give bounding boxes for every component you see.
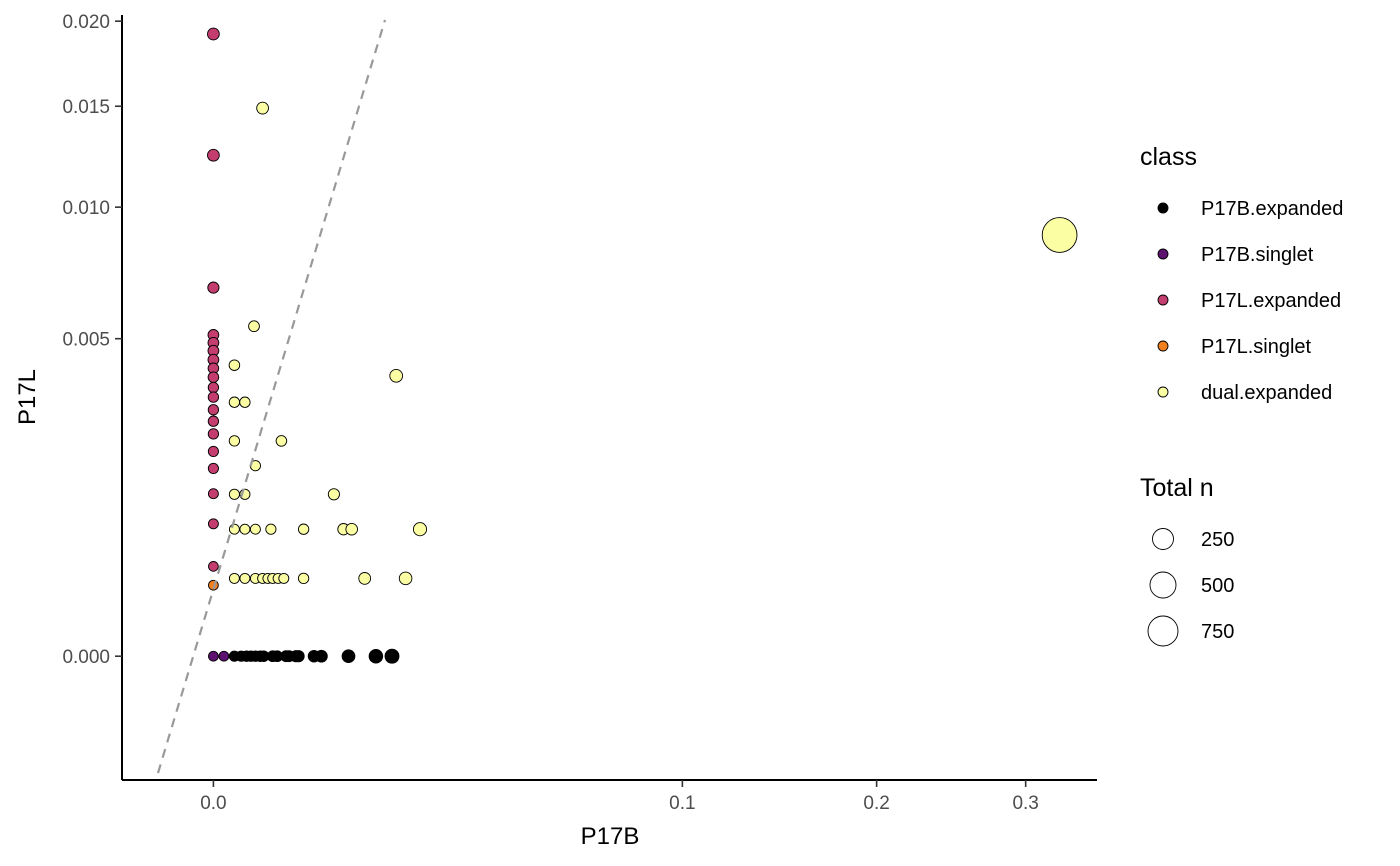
- point-dual-expanded: [228, 396, 241, 408]
- point-P17B-expanded: [292, 650, 305, 663]
- x-tick-label: 0.2: [863, 793, 889, 814]
- point-P17B-expanded: [341, 649, 356, 664]
- legend-key-P17B-expanded: [1157, 202, 1169, 214]
- point-P17B-singlet: [218, 650, 230, 662]
- point-dual-expanded: [256, 101, 269, 115]
- y-tick-label: 0.010: [62, 198, 110, 219]
- point-dual-expanded: [265, 523, 277, 535]
- legend: class P17B.expanded P17B.singlet P17L.expa…: [1140, 143, 1343, 647]
- point-dual-expanded: [345, 522, 358, 536]
- point-P17L-expanded: [208, 561, 219, 572]
- point-dual-expanded: [239, 523, 251, 535]
- point-dual-expanded: [398, 571, 413, 586]
- y-tick-label: 0.005: [62, 330, 110, 351]
- point-dual-expanded: [1041, 217, 1078, 253]
- legend-class-title: class: [1140, 143, 1197, 171]
- point-P17L-expanded: [207, 462, 219, 474]
- point-P17L-expanded: [207, 371, 220, 383]
- y-tick-label: 0.015: [62, 97, 110, 118]
- point-dual-expanded: [297, 572, 310, 585]
- point-P17B-singlet: [208, 650, 219, 662]
- legend-size-label: 750: [1201, 621, 1234, 643]
- points-layer: [207, 27, 1078, 664]
- legend-label: P17B.singlet: [1201, 244, 1314, 266]
- legend-size-key: [1149, 571, 1177, 599]
- point-P17L-expanded: [207, 488, 219, 500]
- point-dual-expanded: [358, 572, 372, 585]
- point-dual-expanded: [278, 572, 290, 584]
- legend-key-P17B-singlet: [1157, 248, 1169, 260]
- legend-size-label: 500: [1201, 575, 1234, 597]
- point-dual-expanded: [275, 435, 288, 447]
- point-dual-expanded: [228, 572, 240, 584]
- point-dual-expanded: [228, 523, 240, 535]
- point-P17L-expanded: [207, 391, 220, 403]
- y-tick-label: 0.020: [62, 12, 110, 33]
- point-dual-expanded: [228, 488, 240, 500]
- point-P17B-expanded: [368, 648, 384, 664]
- legend-label: P17L.expanded: [1201, 290, 1341, 312]
- point-P17L-expanded: [207, 445, 219, 457]
- point-dual-expanded: [228, 359, 241, 371]
- point-P17L-expanded: [207, 518, 219, 530]
- legend-size-label: 250: [1201, 529, 1234, 551]
- legend-key-P17L-singlet: [1157, 340, 1169, 352]
- point-P17L-expanded: [207, 404, 220, 416]
- reference-line: [156, 19, 387, 774]
- point-P17L-expanded: [207, 428, 220, 440]
- point-dual-expanded: [297, 523, 310, 535]
- x-tick-label: 0.3: [1012, 793, 1038, 814]
- x-tick-label: 0.1: [669, 793, 695, 814]
- point-dual-expanded: [389, 368, 404, 383]
- y-axis-title: P17L: [14, 369, 41, 425]
- y-tick-label: 0.000: [62, 647, 110, 668]
- point-P17B-expanded: [315, 649, 328, 663]
- legend-label: P17B.expanded: [1201, 198, 1343, 220]
- legend-key-dual-expanded: [1157, 386, 1169, 398]
- legend-size-key: [1152, 528, 1174, 550]
- point-P17L-expanded: [207, 281, 220, 294]
- point-dual-expanded: [248, 320, 260, 333]
- point-dual-expanded: [239, 396, 251, 408]
- legend-label: dual.expanded: [1201, 382, 1332, 404]
- y-axis: 0.000 0.005 0.010 0.015 0.020 P17L: [14, 12, 123, 780]
- point-P17L-expanded: [207, 148, 220, 162]
- point-dual-expanded: [228, 435, 241, 447]
- legend-key-P17L-expanded: [1157, 294, 1169, 306]
- legend-size-title: Total n: [1140, 474, 1214, 502]
- x-axis-title: P17B: [581, 823, 640, 850]
- point-dual-expanded: [412, 522, 428, 537]
- legend-size-key: [1147, 615, 1179, 647]
- point-P17L-expanded: [207, 381, 220, 394]
- x-tick-label: 0.0: [200, 793, 226, 814]
- point-dual-expanded: [239, 572, 251, 584]
- point-P17L-expanded: [207, 415, 220, 427]
- point-P17L-expanded: [207, 27, 220, 41]
- legend-label: P17L.singlet: [1201, 336, 1312, 358]
- point-dual-expanded: [327, 488, 340, 501]
- point-P17B-expanded: [384, 648, 400, 664]
- point-dual-expanded: [249, 523, 261, 535]
- x-axis: 0.0 0.1 0.2 0.3 P17B: [122, 779, 1097, 850]
